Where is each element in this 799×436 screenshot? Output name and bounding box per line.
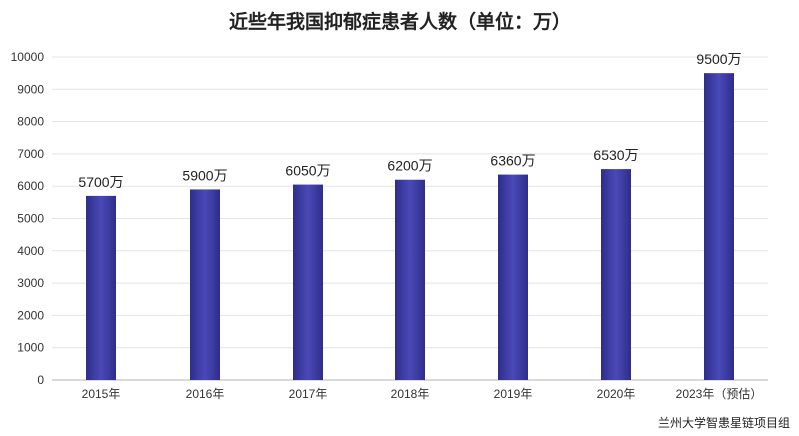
y-tick-label: 8000	[17, 115, 44, 129]
x-axis-categories: 2015年 2016年 2017年 2018年 2019年 2020年 2023年（预估）	[82, 387, 763, 401]
x-tick-label: 2016年	[186, 387, 225, 401]
data-label: 6050万	[285, 163, 330, 179]
data-label: 6360万	[490, 153, 535, 169]
chart-title: 近些年我国抑郁症患者人数（单位：万）	[229, 10, 571, 33]
data-label: 5900万	[182, 167, 227, 183]
data-label: 9500万	[696, 51, 741, 67]
x-tick-label: 2015年	[82, 387, 121, 401]
x-tick-label: 2019年	[494, 387, 533, 401]
y-axis-ticks: 0 1000 2000 3000 4000 5000 6000 7000 8000 9000 100…	[11, 50, 45, 387]
bar	[704, 73, 734, 381]
x-tick-label: 2020年	[597, 387, 636, 401]
y-tick-label: 10000	[11, 50, 45, 64]
data-label: 5700万	[78, 174, 123, 190]
y-tick-label: 4000	[17, 244, 44, 258]
y-tick-label: 1000	[17, 341, 44, 355]
bar	[395, 179, 425, 380]
data-labels: 5700万 5900万 6050万 6200万 6360万 6530万 9500万	[78, 51, 741, 190]
data-label: 6530万	[593, 147, 638, 163]
y-tick-label: 2000	[17, 308, 44, 322]
y-tick-label: 0	[37, 373, 44, 387]
y-tick-label: 9000	[17, 82, 44, 96]
bar	[86, 195, 116, 380]
bar	[498, 174, 528, 380]
y-tick-label: 5000	[17, 212, 44, 226]
bar	[293, 184, 323, 380]
x-tick-label: 2017年	[289, 387, 328, 401]
x-tick-label: 2018年	[391, 387, 430, 401]
source-note: 兰州大学智患星链项目组	[658, 415, 790, 430]
data-label: 6200万	[387, 158, 432, 174]
bar	[190, 189, 220, 380]
y-tick-label: 6000	[17, 179, 44, 193]
x-tick-label: 2023年（预估）	[676, 387, 763, 401]
bars	[86, 73, 734, 381]
y-tick-label: 7000	[17, 147, 44, 161]
y-tick-label: 3000	[17, 276, 44, 290]
bar	[601, 169, 631, 380]
